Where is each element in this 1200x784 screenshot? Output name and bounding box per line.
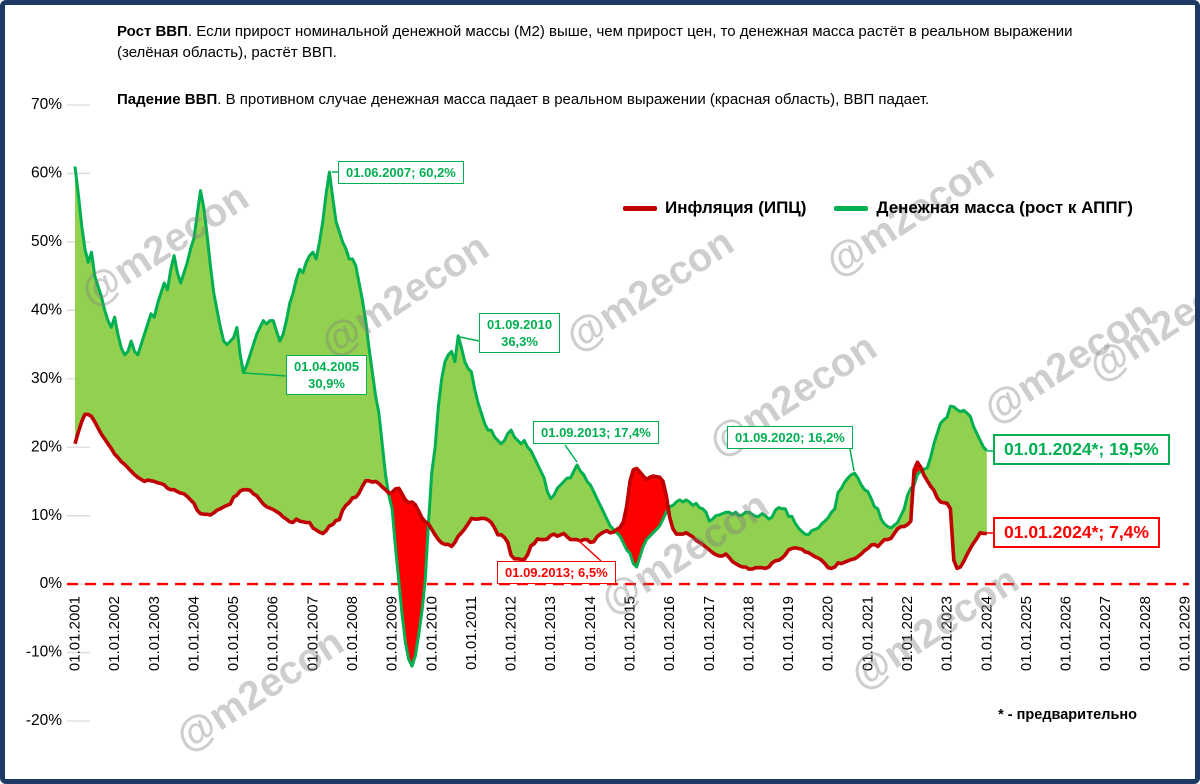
chart-description: Рост ВВП. Если прирост номинальной денеж… xyxy=(117,21,1117,136)
x-axis-label: 01.01.2019 xyxy=(780,596,797,671)
y-axis-label: 20% xyxy=(31,438,62,455)
x-axis-label: 01.01.2007 xyxy=(304,596,321,671)
x-axis-label: 01.01.2015 xyxy=(622,596,639,671)
chart-fill-areas xyxy=(75,166,987,667)
annotation-box: 01.01.2024*; 19,5% xyxy=(993,434,1170,465)
x-axis-label: 01.01.2009 xyxy=(384,596,401,671)
legend-swatch xyxy=(623,205,657,211)
annotation-box: 01.04.2005 30,9% xyxy=(286,355,368,395)
x-axis-label: 01.01.2005 xyxy=(225,596,242,671)
x-axis-label: 01.01.2023 xyxy=(939,596,956,671)
leader-line xyxy=(849,448,855,472)
y-axis-label: -10% xyxy=(26,644,62,661)
x-axis-label: 01.01.2012 xyxy=(503,596,520,671)
x-axis-label: 01.01.2026 xyxy=(1058,596,1075,671)
x-axis-label: 01.01.2001 xyxy=(67,596,84,671)
y-axis-label: 10% xyxy=(31,507,62,524)
x-axis-label: 01.01.2002 xyxy=(106,596,123,671)
green-area xyxy=(668,473,914,570)
x-axis-label: 01.01.2014 xyxy=(582,596,599,671)
x-axis-label: 01.01.2022 xyxy=(899,596,916,671)
chart-plot: 70% 60% 50% 40% 30% 20% 10% 0% -10% -20% 01.01.200… xyxy=(26,96,1194,729)
leader-line xyxy=(578,540,602,562)
decline-paragraph: Падение ВВП. В противном случае денежная… xyxy=(117,89,1117,110)
annotation-leaders xyxy=(244,171,993,562)
growth-title: Рост ВВП xyxy=(117,23,188,40)
legend-item: Денежная масса (рост к АППГ) xyxy=(834,198,1133,218)
annotation-box: 01.09.2010 36,3% xyxy=(479,313,561,353)
leader-line xyxy=(244,372,287,377)
legend-item: Инфляция (ИПЦ) xyxy=(623,198,806,218)
leader-line xyxy=(459,336,480,342)
y-axis-label: 50% xyxy=(31,233,62,250)
y-axis-label: 40% xyxy=(31,301,62,318)
x-axis-label: 01.01.2027 xyxy=(1097,596,1114,671)
x-axis-label: 01.01.2025 xyxy=(1018,596,1035,671)
legend-swatch xyxy=(834,205,869,211)
x-axis-label: 01.01.2028 xyxy=(1137,596,1154,671)
red-area xyxy=(388,488,429,667)
annotation-box: 01.06.2007; 60,2% xyxy=(338,161,464,184)
leader-line xyxy=(564,444,578,463)
x-axis-label: 01.01.2013 xyxy=(542,596,559,671)
x-axis-label: 01.01.2006 xyxy=(265,596,282,671)
x-axis-label: 01.01.2016 xyxy=(661,596,678,671)
green-area xyxy=(428,335,615,560)
footnote: * - предварительно xyxy=(998,707,1137,723)
x-axis-label: 01.01.2017 xyxy=(701,596,718,671)
y-axis-label: 0% xyxy=(40,575,63,592)
legend: Инфляция (ИПЦ) Денежная масса (рост к АПП… xyxy=(623,198,1133,218)
x-axis-label: 01.01.2004 xyxy=(185,596,202,671)
x-axis-label: 01.01.2029 xyxy=(1177,596,1194,671)
x-axis-label: 01.01.2010 xyxy=(423,596,440,671)
annotation-box: 01.09.2020; 16,2% xyxy=(727,426,853,449)
cpi-line xyxy=(73,412,987,571)
x-axis-label: 01.01.2024 xyxy=(978,596,995,671)
decline-text: . В противном случае денежная масса пада… xyxy=(217,91,930,108)
y-axis-label: 70% xyxy=(31,96,62,113)
x-axis-label: 01.01.2011 xyxy=(463,596,480,670)
annotation-box: 01.01.2024*; 7,4% xyxy=(993,517,1160,548)
growth-text: . Если прирост номинальной денежной масс… xyxy=(117,23,1073,61)
x-axis-label: 01.01.2020 xyxy=(820,596,837,671)
growth-paragraph: Рост ВВП. Если прирост номинальной денеж… xyxy=(117,21,1117,63)
y-axis-label: -20% xyxy=(26,712,62,729)
red-area xyxy=(615,468,669,567)
annotation-box: 01.09.2013; 6,5% xyxy=(497,561,616,584)
annotation-box: 01.09.2013; 17,4% xyxy=(533,421,659,444)
decline-title: Падение ВВП xyxy=(117,91,218,108)
x-axis-label: 01.01.2018 xyxy=(740,596,757,671)
legend-label: Денежная масса (рост к АППГ) xyxy=(876,198,1133,217)
x-axis-label: 01.01.2021 xyxy=(859,596,876,671)
green-area xyxy=(922,406,987,569)
m2-line xyxy=(73,166,988,668)
y-axis-label: 60% xyxy=(31,165,62,182)
x-axis: 01.01.2001 01.01.2002 01.01.2003 01.01.2004… xyxy=(67,596,1194,671)
x-axis-label: 01.01.2008 xyxy=(344,596,361,671)
x-axis-label: 01.01.2003 xyxy=(146,596,163,671)
y-axis-label: 30% xyxy=(31,370,62,387)
legend-label: Инфляция (ИПЦ) xyxy=(665,198,807,217)
green-area xyxy=(75,166,389,534)
